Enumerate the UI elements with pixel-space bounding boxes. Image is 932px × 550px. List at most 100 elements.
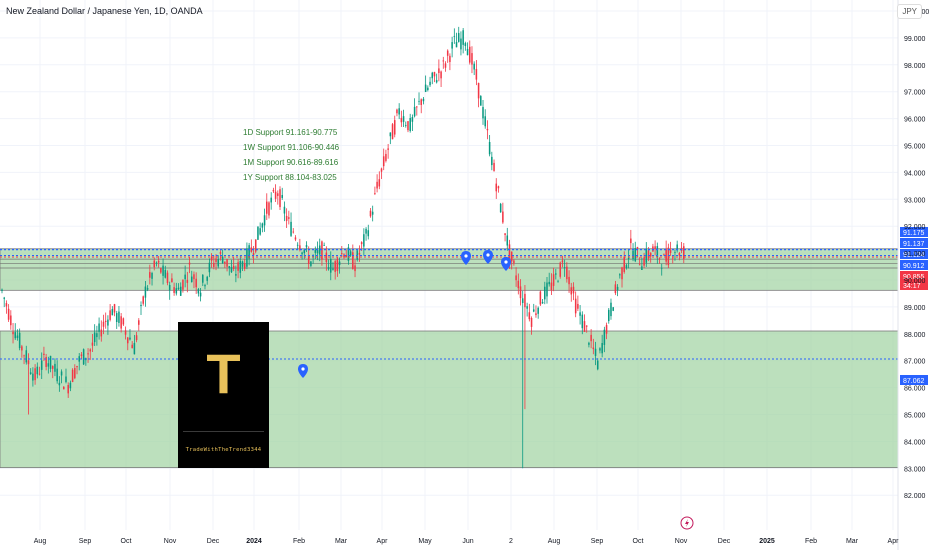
candle-body bbox=[118, 311, 120, 323]
marker-pin bbox=[483, 250, 493, 264]
candle-body bbox=[257, 226, 259, 240]
candle-body bbox=[100, 329, 103, 337]
candle-body bbox=[537, 307, 539, 314]
candle-body bbox=[363, 234, 365, 247]
candle-body bbox=[387, 148, 389, 150]
candle-body bbox=[583, 321, 586, 332]
candle-body bbox=[202, 274, 204, 283]
candle-body bbox=[413, 106, 416, 117]
candle-body bbox=[140, 304, 142, 307]
candle-body bbox=[259, 228, 261, 235]
candle-body bbox=[7, 308, 10, 320]
candle-body bbox=[162, 265, 164, 276]
price-tag-label: 34:17 bbox=[903, 283, 921, 290]
candle-body bbox=[358, 252, 361, 255]
candle-body bbox=[74, 368, 76, 379]
candle-body bbox=[656, 246, 659, 258]
candle-body bbox=[266, 201, 268, 214]
candle-body bbox=[678, 253, 681, 256]
candle-body bbox=[294, 237, 297, 240]
candle-body bbox=[376, 181, 378, 189]
candle-body bbox=[338, 261, 341, 266]
candle-body bbox=[305, 245, 308, 248]
candle-body bbox=[641, 266, 643, 270]
candle-body bbox=[67, 385, 69, 394]
candle-body bbox=[643, 257, 645, 266]
candle-body bbox=[497, 186, 500, 189]
candle-body bbox=[559, 262, 562, 277]
candle-body bbox=[599, 348, 601, 351]
candle-body bbox=[491, 156, 493, 166]
candle-body bbox=[122, 318, 125, 325]
candle-body bbox=[89, 349, 92, 352]
candle-body bbox=[341, 253, 343, 254]
candle-body bbox=[32, 373, 34, 381]
candle-body bbox=[647, 250, 650, 259]
candle-body bbox=[508, 244, 511, 261]
candle-body bbox=[513, 260, 515, 264]
currency-button[interactable]: JPY bbox=[897, 4, 922, 19]
candle-body bbox=[486, 128, 489, 131]
candle-body bbox=[616, 286, 619, 291]
candle-body bbox=[316, 249, 319, 254]
candle-body bbox=[349, 251, 352, 256]
candle-body bbox=[566, 266, 568, 280]
candle-body bbox=[206, 276, 208, 281]
candle-body bbox=[482, 107, 484, 119]
candle-body bbox=[354, 265, 356, 272]
x-tick-label: Apr bbox=[377, 538, 389, 545]
candle-body bbox=[56, 368, 58, 382]
candle-body bbox=[173, 287, 175, 293]
candle-body bbox=[665, 249, 667, 262]
candle-body bbox=[420, 99, 422, 105]
candle-body bbox=[409, 117, 411, 131]
candle-body bbox=[254, 239, 257, 252]
candle-body bbox=[281, 195, 283, 198]
candle-body bbox=[221, 256, 224, 264]
x-tick-label: Aug bbox=[548, 538, 561, 545]
price-tag bbox=[900, 260, 928, 270]
candle-body bbox=[555, 273, 557, 275]
x-tick-label: Aug bbox=[34, 538, 47, 545]
candle-body bbox=[345, 255, 347, 258]
candle-body bbox=[210, 256, 213, 261]
candle-body bbox=[431, 72, 434, 79]
x-tick-label: Dec bbox=[718, 538, 731, 545]
support-1m-label: 1M Support 90.616-89.616 bbox=[243, 158, 339, 167]
candle-body bbox=[621, 267, 623, 280]
candle-body bbox=[131, 344, 133, 349]
price-tag bbox=[900, 238, 928, 248]
candle-body bbox=[561, 260, 564, 263]
candle-body bbox=[683, 246, 685, 259]
candle-body bbox=[323, 245, 325, 246]
candle-body bbox=[129, 337, 131, 340]
price-tag bbox=[900, 249, 928, 259]
candle-body bbox=[654, 246, 656, 250]
candle-body bbox=[239, 260, 242, 273]
candle-body bbox=[241, 261, 244, 267]
candle-body bbox=[572, 286, 575, 294]
candle-body bbox=[115, 313, 118, 322]
candle-body bbox=[38, 373, 41, 375]
x-tick-label: Feb bbox=[805, 538, 817, 545]
candle-body bbox=[429, 81, 431, 86]
event-marker-icon bbox=[461, 251, 471, 265]
candle-body bbox=[563, 267, 566, 269]
candle-body bbox=[213, 262, 215, 267]
x-tick-label: Sep bbox=[79, 538, 92, 545]
candle-body bbox=[303, 249, 306, 254]
candle-body bbox=[663, 254, 665, 256]
y-tick-label: 85.000 bbox=[904, 413, 926, 420]
candle-body bbox=[596, 360, 599, 370]
x-tick-label: Mar bbox=[335, 538, 348, 545]
candle-body bbox=[250, 247, 253, 252]
candle-body bbox=[318, 245, 321, 255]
candle-body bbox=[230, 267, 233, 273]
candle-body bbox=[546, 282, 548, 297]
candle-body bbox=[391, 124, 394, 140]
candle-body bbox=[638, 264, 641, 266]
candle-body bbox=[80, 354, 83, 356]
candle-body bbox=[14, 332, 17, 339]
candle-body bbox=[43, 353, 45, 355]
